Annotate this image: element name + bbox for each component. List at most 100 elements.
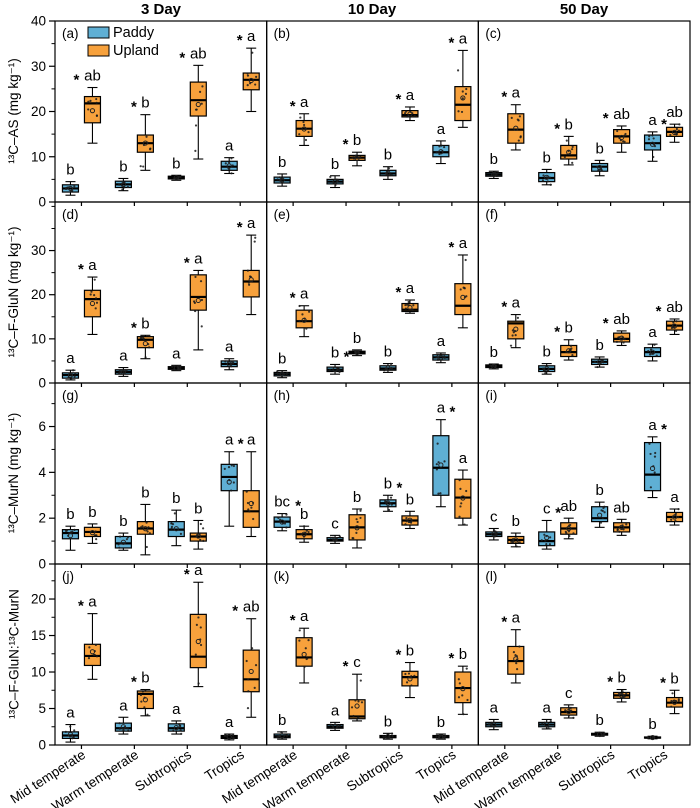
- mean-marker: [120, 369, 126, 375]
- data-point: [230, 464, 233, 467]
- data-point: [171, 523, 175, 526]
- data-point: [285, 373, 288, 376]
- sig-letter: b: [141, 315, 149, 332]
- x-axis-label: Warm temperate: [472, 747, 564, 808]
- sig-letter: a: [670, 489, 679, 506]
- data-point: [511, 334, 514, 337]
- data-point: [602, 506, 605, 510]
- data-point: [487, 723, 491, 726]
- mean-marker: [195, 638, 201, 645]
- mean-marker: [513, 125, 519, 131]
- mean-marker: [513, 326, 519, 332]
- sig-letter: a: [437, 121, 446, 138]
- box: [136, 336, 154, 349]
- mean-marker: [597, 731, 603, 737]
- data-point: [386, 172, 389, 175]
- mean-marker: [619, 524, 625, 530]
- data-point: [172, 729, 175, 732]
- data-point: [549, 536, 552, 539]
- data-point: [601, 359, 604, 362]
- data-point: [248, 510, 251, 513]
- data-point: [73, 528, 76, 531]
- data-point: [390, 173, 393, 176]
- data-point: [254, 83, 257, 86]
- panel-frame: [477, 563, 691, 746]
- data-point: [436, 442, 439, 445]
- data-point: [122, 370, 125, 373]
- data-point: [517, 139, 520, 142]
- sig-letter: ab: [666, 104, 683, 121]
- data-point: [673, 131, 677, 134]
- data-point: [95, 97, 98, 101]
- box: [538, 531, 556, 547]
- data-point: [194, 275, 197, 279]
- sig-asterisk: *: [290, 290, 296, 307]
- data-point: [148, 346, 151, 349]
- data-point: [405, 681, 409, 684]
- data-point: [230, 489, 233, 492]
- sig-letter: a: [543, 699, 552, 716]
- data-point: [565, 139, 568, 142]
- data-point: [87, 657, 91, 660]
- mean-marker: [67, 185, 74, 192]
- data-point: [622, 341, 625, 344]
- data-point: [73, 729, 76, 732]
- data-point: [118, 535, 122, 538]
- data-point: [623, 695, 626, 698]
- data-point: [510, 116, 513, 119]
- sig-asterisk: *: [448, 239, 454, 256]
- sig-asterisk: *: [237, 32, 243, 49]
- mean-marker: [438, 149, 444, 155]
- data-point: [547, 727, 550, 730]
- data-point: [465, 667, 468, 670]
- data-point: [278, 176, 281, 179]
- data-point: [299, 532, 303, 535]
- mean-marker: [407, 676, 413, 682]
- x-axis-label: Tropics: [414, 747, 459, 784]
- data-point: [670, 518, 673, 521]
- data-point: [359, 509, 362, 512]
- data-point: [146, 530, 149, 533]
- data-point: [197, 682, 200, 685]
- data-point: [199, 280, 203, 283]
- data-point: [600, 169, 603, 172]
- sig-asterisk: *: [397, 479, 403, 496]
- data-point: [71, 530, 74, 533]
- data-point: [95, 538, 98, 541]
- data-point: [223, 734, 226, 738]
- sig-asterisk: *: [501, 89, 507, 106]
- data-point: [70, 378, 73, 381]
- sig-letter: b: [88, 504, 96, 521]
- data-point: [387, 508, 391, 512]
- data-point: [489, 364, 492, 367]
- data-point: [141, 690, 144, 693]
- data-point: [126, 536, 130, 539]
- sig-letter: b: [595, 712, 603, 729]
- sig-letter: b: [565, 116, 573, 133]
- mean-marker: [566, 708, 572, 715]
- data-point: [195, 623, 198, 627]
- data-point: [90, 290, 93, 293]
- panel-label: (l): [485, 569, 497, 584]
- sig-asterisk: *: [184, 254, 190, 271]
- data-point: [72, 736, 75, 739]
- sig-letter: ab: [243, 599, 260, 616]
- data-point: [228, 168, 231, 171]
- sig-letter: b: [331, 156, 339, 173]
- data-point: [286, 734, 289, 737]
- data-point: [405, 516, 408, 520]
- box: [242, 490, 260, 528]
- mean-marker: [544, 174, 550, 180]
- sig-letter: b: [490, 344, 498, 361]
- mean-marker: [248, 277, 254, 283]
- panel-label: (a): [62, 26, 79, 41]
- data-point: [404, 523, 407, 526]
- data-point: [564, 530, 567, 533]
- sig-letter: a: [300, 94, 309, 111]
- y-axis-label-ratio: ¹³C–F-GluN:¹³C-MurN: [6, 589, 22, 719]
- x-axis-label: Subtropics: [344, 747, 406, 794]
- data-point: [572, 532, 575, 535]
- data-point: [652, 155, 655, 159]
- data-point: [541, 722, 544, 725]
